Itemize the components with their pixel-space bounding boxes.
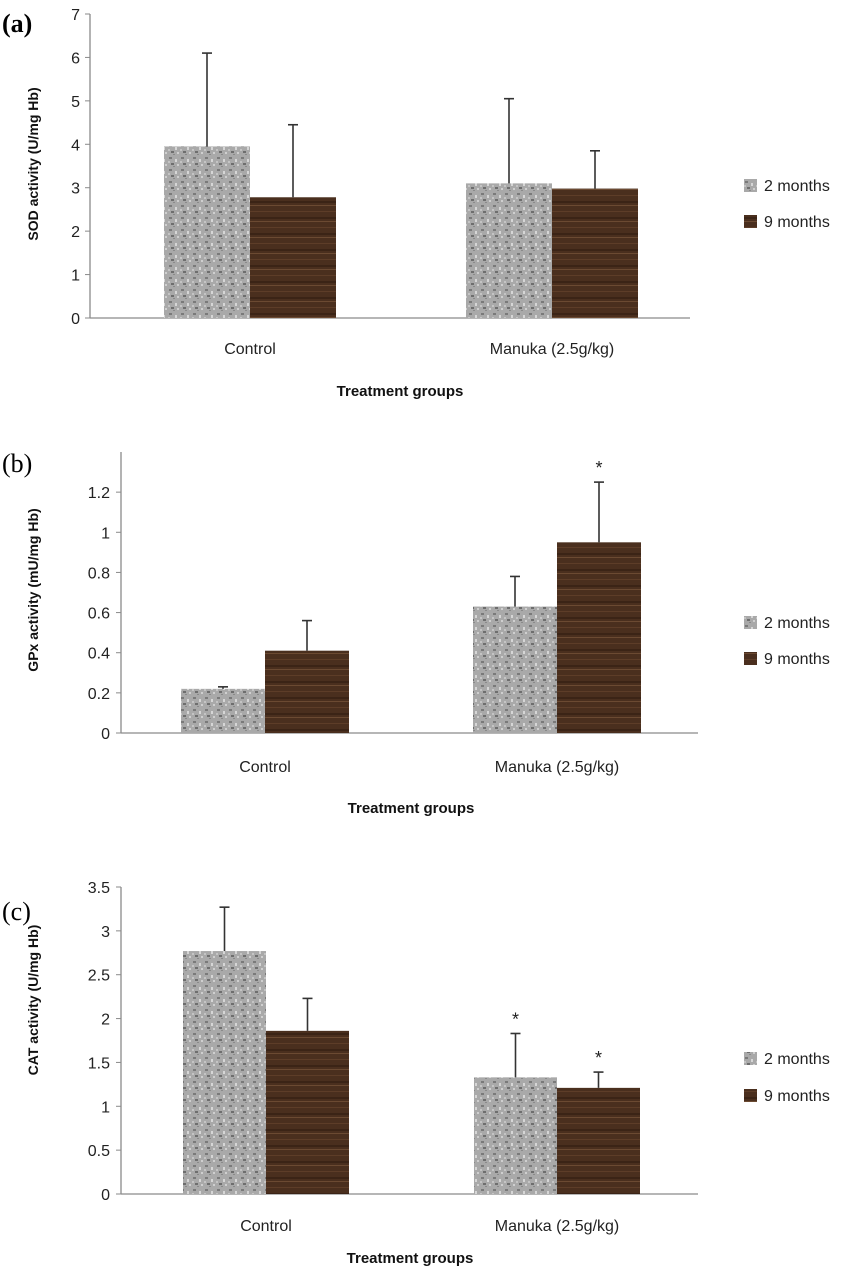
y-axis-label: CAT activity (U/mg Hb) — [25, 925, 41, 1076]
x-axis-label: Treatment groups — [348, 800, 475, 817]
bar-9-months — [250, 197, 336, 318]
y-tick-label: 0.6 — [88, 606, 110, 623]
y-tick-label: 2.5 — [88, 968, 110, 985]
panel-gpx: (b) GPx activity (mU/mg Hb) Treatment gr… — [2, 449, 830, 817]
legend-label: 2 months — [764, 615, 830, 632]
panel-label-a: (a) — [2, 9, 32, 38]
legend-label: 9 months — [764, 1088, 830, 1105]
bar-9-months — [557, 542, 641, 733]
legend-swatch — [744, 1089, 757, 1102]
legend-swatch — [744, 1052, 757, 1065]
bar-9-months — [557, 1087, 640, 1194]
bar-2-months — [466, 183, 552, 318]
y-tick-label: 0 — [101, 1187, 110, 1204]
legend-swatch — [744, 652, 757, 665]
y-tick-label: 0 — [71, 311, 80, 328]
y-tick-label: 0.4 — [88, 646, 110, 663]
y-tick-label: 1 — [71, 268, 80, 285]
y-tick-label: 1.5 — [88, 1055, 110, 1072]
y-tick-label: 4 — [71, 137, 80, 154]
bar-2-months — [473, 606, 557, 733]
panel-sod: (a) SOD activity (U/mg Hb) Treatment gro… — [2, 7, 830, 400]
x-category-label: Control — [240, 1218, 292, 1235]
y-tick-label: 1.2 — [88, 485, 110, 502]
legend-label: 2 months — [764, 178, 830, 195]
bar-2-months — [474, 1077, 557, 1194]
legend-swatch — [744, 616, 757, 629]
significance-marker: * — [512, 1009, 519, 1029]
y-tick-label: 1 — [101, 1099, 110, 1116]
y-tick-label: 2 — [71, 224, 80, 241]
bar-2-months — [164, 146, 250, 318]
legend-label: 9 months — [764, 651, 830, 668]
x-axis-label: Treatment groups — [347, 1250, 474, 1267]
x-category-label: Control — [239, 759, 291, 776]
x-category-label: Manuka (2.5g/kg) — [490, 341, 615, 358]
bar-9-months — [266, 1030, 349, 1194]
y-tick-label: 3 — [101, 924, 110, 941]
panel-cat: (c) CAT activity (U/mg Hb) Treatment gro… — [2, 880, 830, 1267]
panel-label-c: (c) — [2, 897, 31, 926]
legend-label: 9 months — [764, 214, 830, 231]
bar-2-months — [181, 688, 265, 733]
y-tick-label: 2 — [101, 1012, 110, 1029]
x-category-label: Manuka (2.5g/kg) — [495, 759, 620, 776]
y-tick-label: 3.5 — [88, 880, 110, 897]
y-tick-label: 1 — [101, 525, 110, 542]
significance-marker: * — [595, 1048, 602, 1068]
y-tick-label: 0.2 — [88, 686, 110, 703]
legend-swatch — [744, 179, 757, 192]
legend-label: 2 months — [764, 1051, 830, 1068]
y-tick-label: 0.5 — [88, 1143, 110, 1160]
x-category-label: Control — [224, 341, 276, 358]
y-tick-label: 6 — [71, 50, 80, 67]
significance-marker: * — [595, 458, 602, 478]
y-axis-label: SOD activity (U/mg Hb) — [25, 87, 41, 240]
y-tick-label: 0 — [101, 726, 110, 743]
bar-9-months — [552, 188, 638, 318]
y-axis-label: GPx activity (mU/mg Hb) — [25, 508, 41, 671]
legend-swatch — [744, 215, 757, 228]
bar-9-months — [265, 650, 349, 733]
x-category-label: Manuka (2.5g/kg) — [495, 1218, 620, 1235]
y-tick-label: 0.8 — [88, 565, 110, 582]
x-axis-label: Treatment groups — [337, 383, 464, 400]
y-tick-label: 5 — [71, 94, 80, 111]
y-tick-label: 3 — [71, 181, 80, 198]
y-tick-label: 7 — [71, 7, 80, 24]
panel-label-b: (b) — [2, 449, 32, 478]
bar-2-months — [183, 951, 266, 1194]
